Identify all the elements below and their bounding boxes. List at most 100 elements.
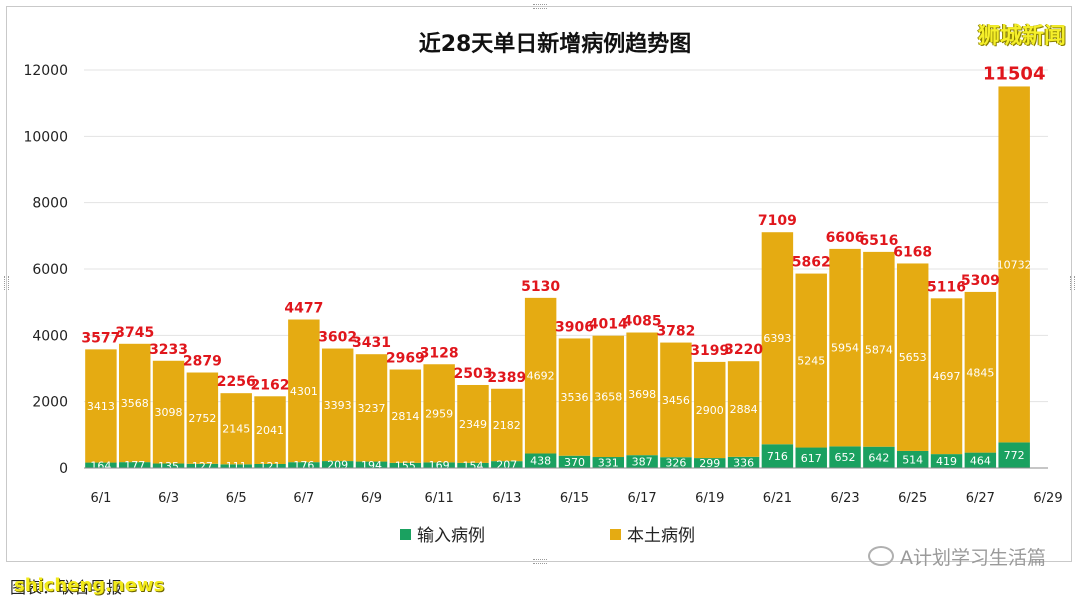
y-tick-label: 12000: [23, 63, 68, 79]
data-label-local: 2752: [188, 412, 216, 425]
data-label-imported: 331: [598, 457, 619, 470]
bar-local: [119, 343, 151, 463]
data-label-local: 2145: [222, 423, 250, 436]
bar-local: [626, 332, 658, 456]
x-tick-label: 6/1: [90, 491, 111, 506]
axis-layer: 0 2000 4000 6000 8000 10000 12000 6/1 6/3 6/5 6/7 6…: [23, 63, 1062, 506]
data-label-local: 4692: [527, 370, 555, 383]
data-label-total: 5862: [792, 255, 831, 271]
bar-imported: [761, 444, 794, 468]
bar-imported: [186, 463, 219, 468]
data-label-total: 3128: [420, 345, 459, 361]
data-label-total: 6516: [859, 233, 898, 249]
data-label-local: 2900: [696, 404, 724, 417]
bar-local: [152, 360, 185, 464]
data-label-local: 2814: [391, 410, 419, 423]
x-tick-label: 6/11: [425, 491, 454, 506]
bar-imported: [389, 462, 422, 468]
data-label-imported: 419: [936, 455, 957, 468]
bar-local: [524, 297, 557, 454]
bar-imported: [288, 462, 320, 468]
bar-local: [930, 298, 963, 455]
legend-swatch-local: [610, 529, 621, 540]
bar-local: [727, 361, 760, 457]
x-tick-label: 6/15: [560, 491, 589, 506]
x-tick-label: 6/19: [695, 491, 724, 506]
labels-layer: 164 3413 3577 177 3568 3745 135 3098 3233 127 2752…: [81, 63, 1045, 473]
data-label-total: 4477: [284, 301, 323, 317]
data-label-local: 2959: [425, 407, 453, 420]
data-label-imported: 121: [260, 460, 281, 473]
data-label-imported: 617: [801, 452, 822, 465]
data-label-local: 3536: [560, 391, 588, 404]
x-tick-label: 6/7: [293, 491, 314, 506]
data-label-local: 3658: [594, 390, 622, 403]
bar-local: [592, 335, 625, 458]
data-label-local: 4697: [933, 370, 961, 383]
bar-local: [896, 263, 929, 451]
resize-handle-top[interactable]: [533, 4, 547, 9]
data-label-total: 7109: [758, 213, 797, 229]
x-tick-label: 6/13: [492, 491, 521, 506]
resize-handle-right[interactable]: [1070, 276, 1075, 290]
resize-handle-bottom[interactable]: [533, 559, 547, 564]
data-label-imported: 326: [665, 457, 686, 470]
data-label-imported: 514: [902, 453, 923, 466]
bar-imported: [321, 461, 354, 468]
data-label-total: 3906: [555, 319, 594, 335]
chart-title: 近28天单日新增病例趋势图: [419, 31, 692, 57]
bar-imported: [592, 457, 625, 468]
data-label-imported: 177: [124, 459, 145, 472]
data-label-total: 4014: [589, 317, 628, 333]
watermark-top: 狮城新闻: [977, 24, 1066, 49]
bar-local: [863, 251, 895, 447]
data-label-local: 3237: [358, 402, 386, 415]
bar-imported: [119, 462, 151, 468]
data-label-total: 6168: [893, 244, 932, 260]
x-tick-label: 6/25: [898, 491, 927, 506]
bars-layer: [85, 86, 1030, 468]
x-tick-label: 6/5: [226, 491, 247, 506]
data-label-local: 5245: [797, 355, 825, 368]
data-label-imported: 370: [564, 456, 585, 469]
x-tick-label: 6/29: [1033, 491, 1062, 506]
data-label-imported: 772: [1004, 449, 1025, 462]
bar-imported: [355, 461, 388, 468]
data-label-local: 6393: [763, 332, 791, 345]
data-label-imported: 464: [970, 454, 991, 467]
data-label-imported: 194: [361, 459, 382, 472]
bar-local: [660, 342, 692, 458]
resize-handle-left[interactable]: [4, 276, 9, 290]
data-label-total: 3233: [149, 342, 188, 358]
x-tick-label: 6/3: [158, 491, 179, 506]
data-label-imported: 154: [462, 459, 483, 472]
data-label-total: 3220: [724, 342, 763, 358]
data-label-local: 2182: [493, 419, 521, 432]
data-label-local: 3456: [662, 394, 690, 407]
footer-source: 图表：联合早报: [10, 578, 123, 597]
account-watermark-text: A计划学习生活篇: [900, 547, 1046, 569]
legend: 输入病例 本土病例: [400, 526, 695, 546]
data-label-total: 2503: [453, 366, 492, 382]
data-label-local: 5954: [831, 342, 859, 355]
data-label-total: 5116: [927, 279, 966, 295]
data-label-total: 3745: [115, 325, 154, 341]
data-label-local: 3698: [628, 388, 656, 401]
bar-local: [829, 248, 861, 447]
x-tick-label: 6/21: [763, 491, 792, 506]
data-label-total: 4085: [623, 314, 662, 330]
bar-imported: [896, 450, 929, 468]
legend-label-local: 本土病例: [627, 526, 695, 546]
bar-local: [964, 291, 997, 453]
wechat-icon: [868, 546, 894, 566]
y-tick-label: 4000: [32, 328, 68, 344]
legend-swatch-imported: [400, 529, 411, 540]
data-label-imported: 169: [429, 459, 450, 472]
data-label-local: 5874: [865, 343, 893, 356]
data-label-imported: 127: [192, 460, 213, 473]
x-tick-label: 6/9: [361, 491, 382, 506]
x-tick-label: 6/23: [830, 491, 859, 506]
data-label-local: 2884: [730, 403, 758, 416]
y-tick-label: 8000: [32, 196, 68, 212]
